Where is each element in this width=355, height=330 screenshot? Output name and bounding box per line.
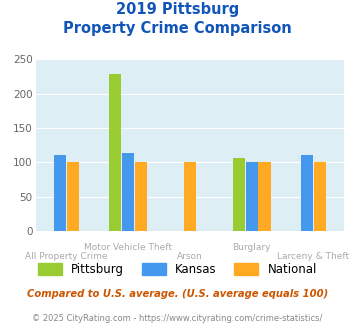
Bar — [135, 162, 147, 231]
Bar — [314, 162, 326, 231]
Bar — [301, 155, 313, 231]
Text: © 2025 CityRating.com - https://www.cityrating.com/crime-statistics/: © 2025 CityRating.com - https://www.city… — [32, 314, 323, 323]
Bar — [233, 158, 245, 231]
Text: 2019 Pittsburg: 2019 Pittsburg — [116, 2, 239, 16]
Bar — [122, 153, 134, 231]
Text: Burglary: Burglary — [233, 243, 271, 252]
Text: Larceny & Theft: Larceny & Theft — [277, 251, 350, 261]
Bar — [109, 74, 121, 231]
Bar — [54, 155, 66, 231]
Text: All Property Crime: All Property Crime — [25, 251, 108, 261]
Bar — [67, 162, 79, 231]
Bar — [258, 162, 271, 231]
Text: Motor Vehicle Theft: Motor Vehicle Theft — [84, 243, 172, 252]
Bar — [184, 162, 196, 231]
Bar — [246, 162, 258, 231]
Text: Arson: Arson — [177, 251, 203, 261]
Text: Property Crime Comparison: Property Crime Comparison — [63, 21, 292, 36]
Legend: Pittsburg, Kansas, National: Pittsburg, Kansas, National — [33, 258, 322, 281]
Text: Compared to U.S. average. (U.S. average equals 100): Compared to U.S. average. (U.S. average … — [27, 289, 328, 299]
